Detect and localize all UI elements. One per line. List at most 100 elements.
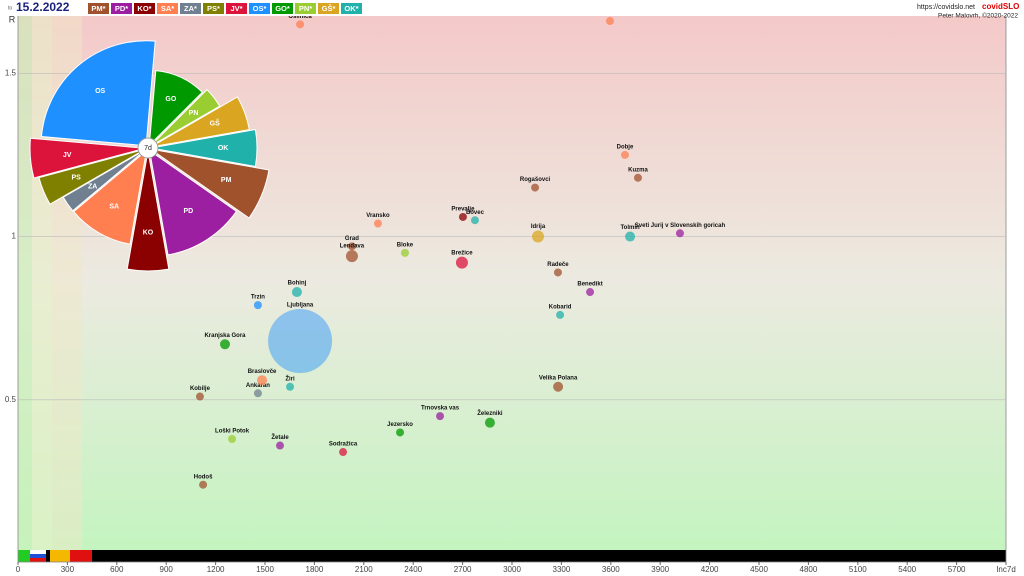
point [455,256,468,269]
point [484,417,495,428]
point-label: Braslovče [248,369,277,375]
point [400,248,409,257]
point-label: Osilnica [288,14,312,20]
point-label: Grad [345,236,359,242]
flag [30,558,46,562]
point [253,389,262,398]
x-tick-label: 2100 [355,565,373,574]
legend-label: PS* [207,4,220,13]
brand: covidSLO [982,2,1019,11]
band [32,8,52,550]
x-tick-label: 1800 [306,565,324,574]
point [625,231,636,242]
pie-slice [150,96,250,148]
pie-slice [40,40,156,147]
flag [30,554,46,558]
point-label: Trnovska vas [421,406,460,412]
point [339,448,348,457]
x-tick-label: 5400 [898,565,916,574]
point [345,250,358,263]
point [633,173,642,182]
scale-bar-segment [50,550,70,562]
x-tick-label: Inc7d [996,565,1016,574]
date-prefix: to [8,5,12,11]
legend-label: PD* [115,4,128,13]
point [675,229,684,238]
point-label: Bovec [466,210,485,216]
point-label: Dobje [617,145,634,151]
point-label: Trzin [251,295,265,301]
x-tick-label: 3600 [602,565,620,574]
x-tick-label: 4500 [750,565,768,574]
point [532,230,545,243]
date: 15.2.2022 [16,0,70,14]
legend-label: GO* [275,4,290,13]
scale-bar [18,550,1006,562]
pie-slice [148,149,238,256]
url[interactable]: https://covidslo.net [917,4,975,11]
pie-slice [73,149,148,245]
point-label: Bohinj [288,281,307,287]
point-label: Sodražica [329,442,358,448]
point-label: Velika Polana [539,375,578,381]
pie-slice [126,150,170,272]
point-label: Hodoš [194,474,213,480]
legend-box [134,3,155,14]
y-tick-label: 1 [12,232,17,241]
pie-slice [150,148,270,219]
pie-label: PM [221,177,232,184]
point [458,212,467,221]
point [556,310,565,319]
point [199,480,208,489]
legend-box [226,3,247,14]
pie-label: KO [143,229,154,236]
point-label: Prevalje [451,207,475,213]
point [257,375,268,386]
point-label: Ankaran [246,383,270,389]
point [347,242,356,251]
point-label: Kobilje [190,386,211,392]
legend-box [272,3,293,14]
x-tick-label: 5100 [849,565,867,574]
legend-box [157,3,178,14]
pie-center [137,137,159,159]
point [268,309,333,374]
point-label: Kranjska Gora [204,333,246,339]
x-tick-label: 900 [160,565,174,574]
point-label: Tolmin [620,225,640,231]
x-tick-label: 4200 [701,565,719,574]
point-label: Loški Potok [215,429,250,435]
point [531,183,540,192]
point-label: Kuzma [628,167,648,173]
point-label: Bloke [397,242,414,248]
x-tick-label: 5700 [948,565,966,574]
pie-label: ZA [88,184,97,191]
pie-label: JV [63,152,72,159]
point [296,20,305,29]
point-label: Jezersko [387,422,413,428]
x-tick-label: 3000 [503,565,521,574]
point-label: Žetale [271,433,289,441]
pie-label: GŠ [210,119,220,128]
point-label: Idrija [531,224,546,230]
point [219,339,230,350]
pie-label: SA [109,203,119,210]
point [286,382,295,391]
point [553,268,562,277]
pie-label: PN [189,110,199,117]
x-tick-label: 1200 [207,565,225,574]
point [291,287,302,298]
legend-box [249,3,270,14]
point-label: Kobarid [549,304,572,310]
point [228,434,237,443]
point-label: Ljubljana [287,303,314,309]
pie-label: PD [183,208,193,215]
scale-bar-segment [18,550,30,562]
pie-slice [62,149,146,212]
author: Peter Malovrh, ©2020-2022 [938,12,1018,20]
x-tick-label: 300 [61,565,75,574]
scale-bar-segment [70,550,92,562]
legend-label: PM* [91,4,105,13]
